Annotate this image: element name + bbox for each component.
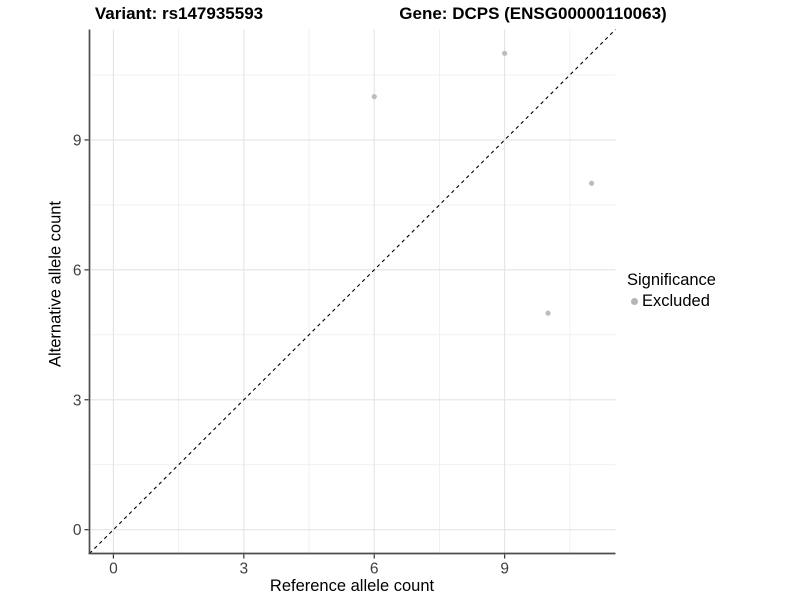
data-point [502, 50, 508, 56]
y-tick-label: 0 [73, 522, 82, 539]
plot-title-gene: Gene: DCPS (ENSG00000110063) [399, 4, 667, 23]
y-tick-label: 3 [73, 392, 82, 409]
legend-dot-icon [631, 298, 638, 305]
legend-item-label: Excluded [642, 292, 710, 310]
data-point [371, 94, 377, 100]
y-tick-label: 9 [73, 132, 82, 149]
legend: Significance Excluded [627, 271, 716, 311]
legend-title: Significance [627, 271, 716, 289]
x-tick-label: 3 [240, 561, 249, 578]
y-axis-title: Alternative allele count [46, 200, 65, 368]
x-tick-label: 0 [109, 561, 118, 578]
x-tick-label: 9 [500, 561, 509, 578]
identity-line [89, 29, 616, 554]
data-point [588, 180, 595, 186]
x-tick-label: 6 [370, 561, 379, 578]
x-axis-title: Reference allele count [269, 577, 435, 595]
data-point [545, 310, 551, 316]
legend-item-excluded: Excluded [631, 292, 716, 311]
plot-title-variant: Variant: rs147935593 [94, 4, 264, 23]
y-tick-label: 6 [73, 262, 82, 279]
